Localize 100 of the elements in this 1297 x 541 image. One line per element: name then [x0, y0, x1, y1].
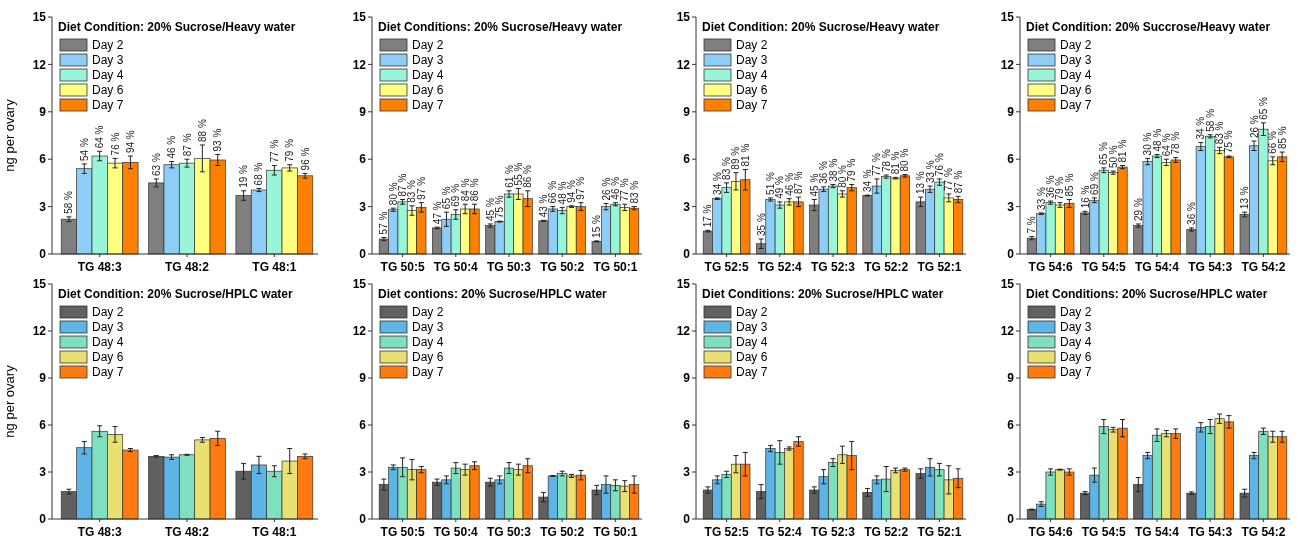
annotation: 57 % — [378, 211, 390, 235]
annotation: 43 % — [537, 194, 549, 218]
y-tick-label: 9 — [1007, 371, 1015, 386]
y-tick-label: 6 — [359, 418, 367, 433]
annotation: 87 % — [397, 173, 409, 197]
legend-label: Day 3 — [412, 53, 444, 67]
y-tick-label: 15 — [352, 10, 367, 25]
x-tick-label: TG 54:6 — [1028, 260, 1073, 274]
annotation: 34 % — [1195, 116, 1207, 140]
annotation: 46 % — [609, 176, 621, 200]
x-tick-label: TG 52:2 — [864, 525, 909, 539]
x-tick-label: TG 50:1 — [593, 260, 638, 274]
legend-label: Day 3 — [92, 53, 124, 67]
x-tick-label: TG 50:3 — [486, 260, 532, 274]
y-axis-title: ng per ovary — [2, 98, 17, 172]
x-tick-label: TG 48:1 — [252, 260, 297, 274]
legend-label: Day 2 — [736, 305, 768, 319]
chart-title: Diet Condition: 20% Sucrose/HPLC water — [58, 287, 294, 301]
y-tick-label: 6 — [1007, 152, 1015, 167]
legend-label: Day 3 — [412, 320, 444, 334]
annotation: 36 % — [1185, 202, 1197, 225]
annotation: 38 % — [827, 158, 839, 182]
y-tick-label: 12 — [1000, 324, 1015, 339]
x-tick-label: TG 54:5 — [1081, 525, 1127, 539]
legend-label: Day 7 — [736, 98, 768, 112]
legend-label: Day 6 — [736, 350, 768, 364]
y-tick-label: 9 — [683, 105, 691, 119]
annotation: 86 % — [522, 164, 534, 188]
legend-label: Day 7 — [92, 365, 124, 379]
annotation: 75 % — [494, 195, 506, 219]
x-tick-label: TG 54:3 — [1188, 525, 1233, 539]
chart-title: Diet contions: 20% Sucrose/HPLC water — [378, 287, 608, 301]
annotation: 46 % — [783, 172, 795, 196]
annotation: 87 % — [181, 133, 193, 157]
annotation: 97 % — [575, 176, 587, 200]
x-tick-label: TG 50:2 — [540, 260, 585, 274]
legend-label: Day 4 — [412, 68, 444, 82]
annotation: 19 % — [238, 164, 250, 188]
x-tick-label: TG 54:2 — [1241, 525, 1286, 539]
chart-title: Diet Condition: 20% Succrose/Heavy water — [1026, 20, 1271, 34]
y-tick-label: 12 — [352, 57, 367, 72]
legend-label: Day 7 — [412, 98, 444, 112]
y-tick-label: 9 — [683, 371, 691, 386]
annotation: 49 % — [774, 175, 786, 199]
annotation: 26 % — [600, 177, 612, 201]
x-tick-label: TG 48:2 — [164, 260, 210, 274]
y-tick-label: 15 — [352, 277, 367, 292]
annotation: 17 % — [702, 204, 714, 228]
y-tick-label: 6 — [683, 152, 691, 167]
x-tick-label: TG 50:2 — [540, 525, 585, 539]
y-tick-label: 6 — [359, 152, 367, 167]
annotation: 87 % — [793, 171, 805, 195]
y-tick-label: 0 — [39, 512, 47, 527]
x-tick-label: TG 52:2 — [864, 260, 909, 274]
annotation: 55 % — [512, 162, 524, 186]
annotation: 45 % — [808, 173, 820, 197]
y-tick-label: 3 — [683, 465, 691, 480]
y-tick-label: 0 — [359, 247, 367, 262]
legend-label: Day 6 — [736, 83, 768, 97]
annotation: 85 % — [1063, 173, 1075, 197]
legend-label: Day 6 — [1060, 83, 1092, 97]
annotation: 83 % — [1214, 121, 1226, 145]
annotation: 94 % — [124, 130, 136, 154]
legend-label: Day 3 — [92, 320, 124, 334]
annotation: 84 % — [459, 178, 471, 202]
annotation: 47 % — [431, 201, 443, 225]
y-tick-label: 3 — [359, 199, 367, 214]
annotation: 96 % — [299, 147, 311, 171]
y-tick-label: 0 — [683, 247, 691, 262]
annotation: 13 % — [915, 171, 927, 195]
y-tick-label: 12 — [32, 57, 47, 72]
x-tick-label: TG 50:4 — [433, 260, 479, 274]
annotation: 79 % — [284, 138, 296, 162]
annotation: 64 % — [1160, 133, 1172, 157]
annotation: 77 % — [943, 168, 955, 191]
y-tick-label: 15 — [32, 10, 47, 25]
annotation: 58 % — [63, 190, 75, 214]
y-tick-label: 15 — [676, 10, 691, 25]
x-tick-label: TG 54:2 — [1241, 260, 1286, 274]
legend-label: Day 2 — [1060, 305, 1092, 319]
annotation: 63 % — [150, 153, 162, 176]
annotation: 35 % — [755, 213, 767, 236]
annotation: 80 % — [836, 164, 848, 188]
annotation: 76 % — [933, 153, 945, 176]
annotation: 51 % — [764, 172, 776, 195]
y-tick-label: 3 — [1007, 465, 1015, 480]
y-tick-label: 3 — [39, 199, 47, 214]
annotation: 16 % — [1079, 185, 1091, 209]
legend-label: Day 3 — [736, 53, 768, 67]
x-tick-label: TG 52:5 — [704, 260, 749, 274]
annotation: 7 % — [1026, 216, 1038, 234]
legend-label: Day 4 — [92, 335, 124, 349]
annotation: 29 % — [1132, 198, 1144, 221]
annotation: 79 % — [846, 158, 858, 182]
legend-label: Day 2 — [92, 305, 124, 319]
x-tick-label: TG 48:2 — [164, 525, 210, 539]
x-tick-label: TG 50:1 — [593, 525, 638, 539]
x-tick-label: TG 52:1 — [917, 260, 962, 274]
annotation: 34 % — [861, 169, 873, 193]
y-tick-label: 9 — [359, 105, 367, 119]
